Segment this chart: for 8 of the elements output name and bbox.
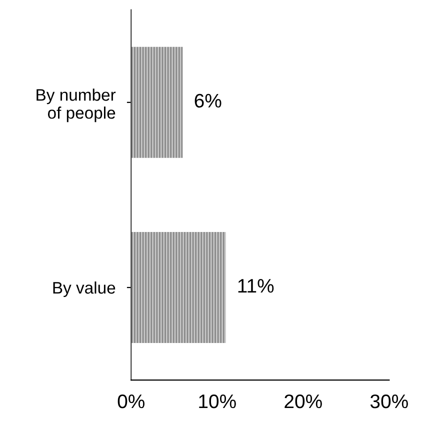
y-tick-label: By number of people: [36, 88, 116, 122]
data-label: 6%: [194, 94, 222, 108]
x-tick-label: 30%: [370, 394, 408, 408]
x-tick-label: 0%: [118, 394, 144, 408]
data-label: 11%: [238, 279, 274, 293]
y-tick-label: By value: [53, 281, 116, 298]
x-tick-label: 20%: [284, 394, 322, 408]
x-tick-label: 10%: [199, 394, 236, 408]
